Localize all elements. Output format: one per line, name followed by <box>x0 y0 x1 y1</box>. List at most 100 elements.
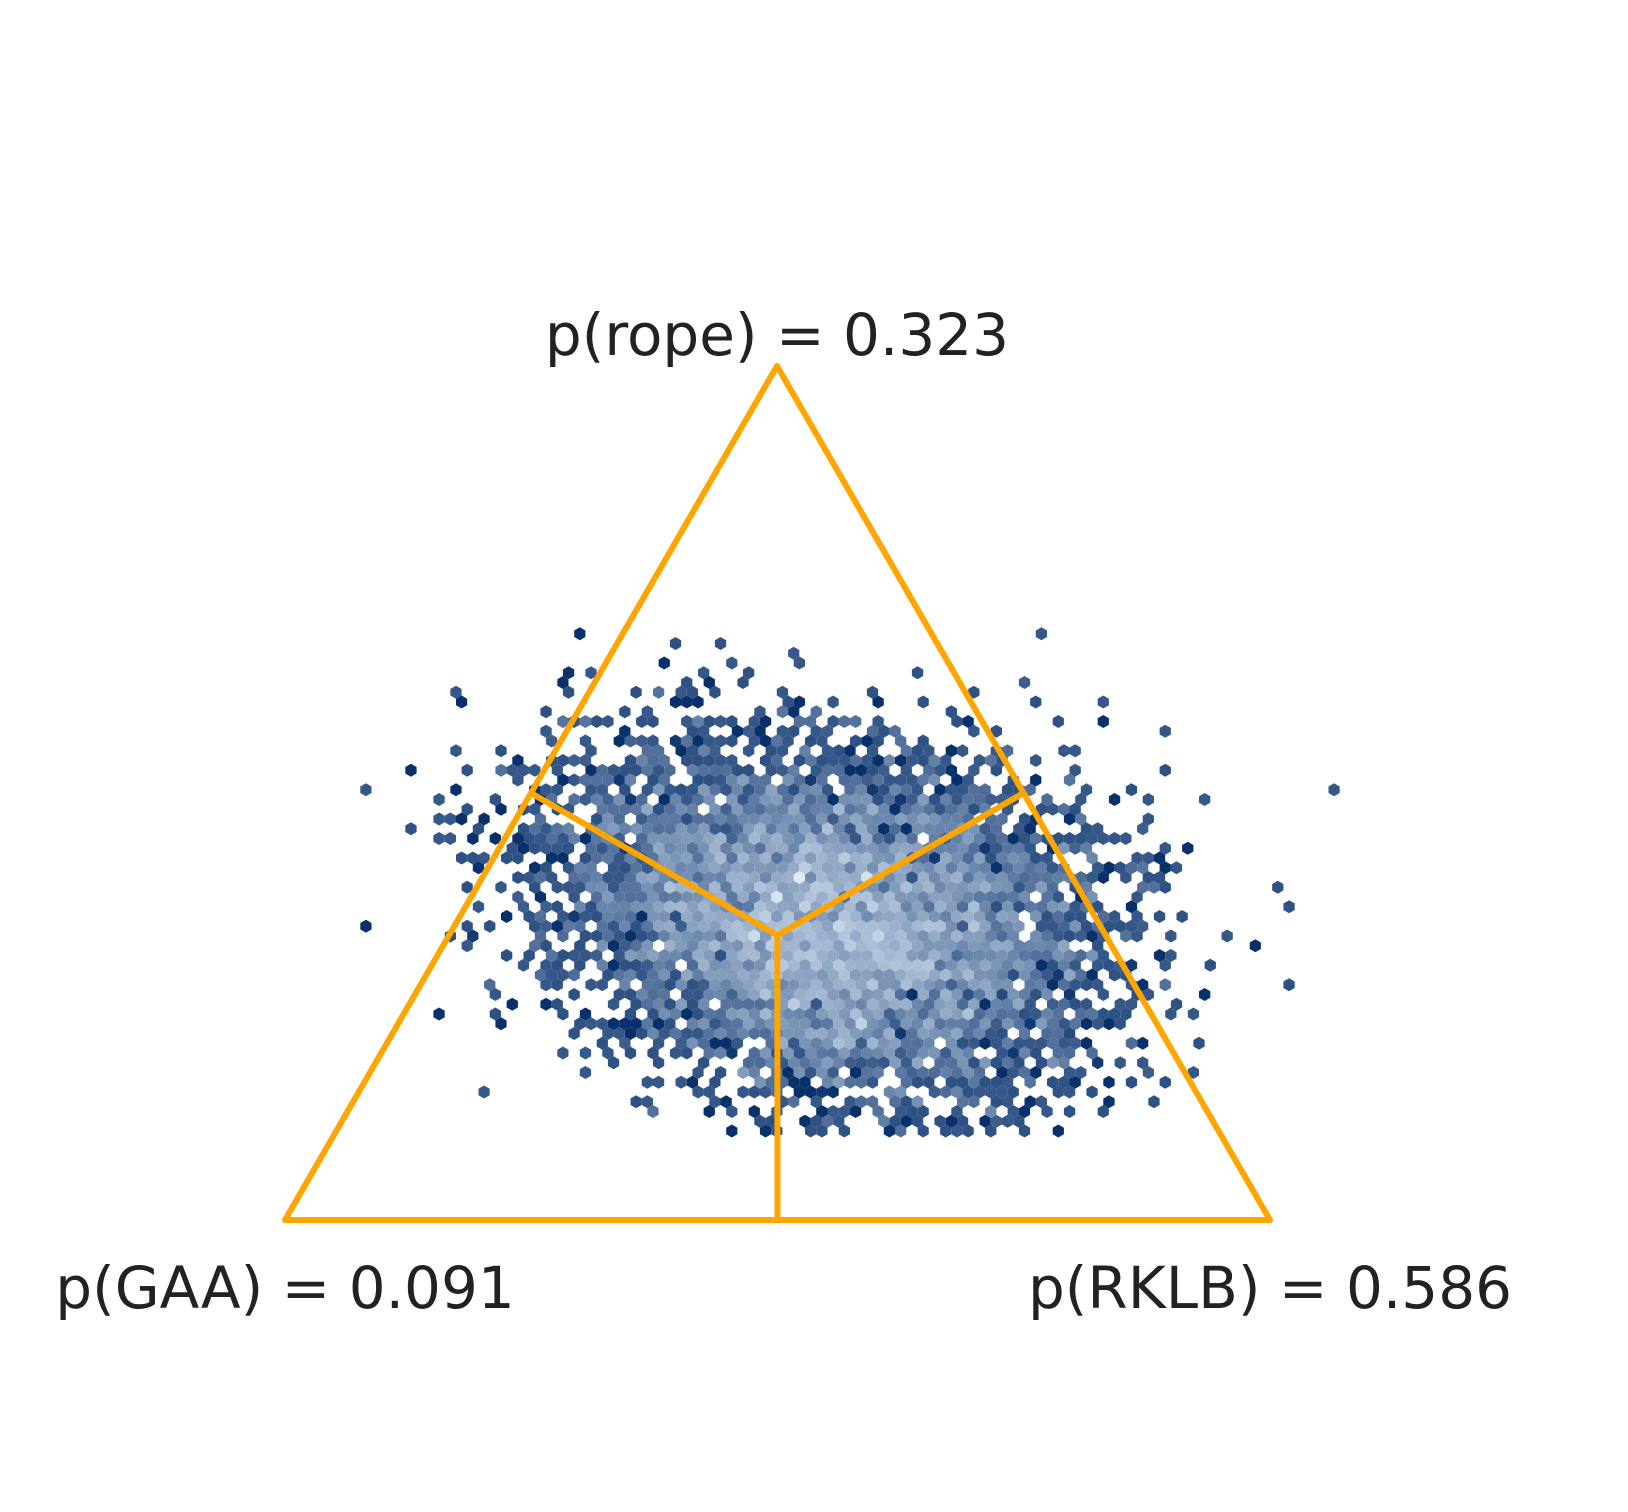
hex-cell <box>467 851 479 865</box>
hex-cell <box>1007 1007 1019 1021</box>
hex-cell <box>827 851 839 865</box>
hex-cell <box>692 949 704 962</box>
hex-cell <box>619 861 631 875</box>
hex-cell <box>1035 919 1047 933</box>
hex-cell <box>540 783 552 797</box>
hex-cell <box>951 910 963 923</box>
hex-cell <box>568 968 580 982</box>
hex-cell <box>990 1114 1002 1128</box>
hex-cell <box>720 822 732 836</box>
hex-cell <box>748 715 760 728</box>
hex-cell <box>1137 822 1149 836</box>
hex-cell <box>602 910 614 923</box>
hex-cell <box>602 812 614 826</box>
hex-cell <box>641 939 653 953</box>
hex-cell <box>850 910 862 923</box>
hex-cell <box>647 871 659 884</box>
hex-cell <box>816 1066 828 1079</box>
hex-cell <box>681 754 693 767</box>
hex-cell <box>940 1046 952 1060</box>
hex-cell <box>551 958 563 972</box>
hex-cell <box>726 871 738 884</box>
hex-cell <box>951 851 963 865</box>
hex-cell <box>1131 929 1143 943</box>
hex-cell <box>968 978 980 992</box>
hex-cell <box>940 812 952 826</box>
hex-cell <box>957 880 969 894</box>
hex-cell <box>979 1017 991 1031</box>
hex-cell <box>810 1036 822 1050</box>
hex-cell <box>923 939 935 953</box>
hex-cell <box>624 988 637 1001</box>
hex-cell <box>833 880 845 894</box>
hex-cell <box>855 1056 867 1070</box>
region-divider <box>529 790 779 938</box>
hex-cell <box>979 841 991 855</box>
hex-cell <box>540 919 552 933</box>
hex-cell <box>782 773 794 787</box>
hex-cell <box>720 919 732 933</box>
hex-cell <box>506 997 518 1011</box>
hex-cell <box>833 919 845 933</box>
left-label: p(GAA) = 0.091 <box>55 1254 515 1322</box>
hex-cell <box>911 1036 924 1050</box>
hex-cell <box>951 1085 963 1099</box>
hex-cell <box>630 919 642 933</box>
hex-cell <box>619 900 631 914</box>
hex-cell <box>900 978 912 992</box>
hex-cell <box>838 812 850 826</box>
hex-cell <box>731 822 743 836</box>
hex-cell <box>1002 978 1014 992</box>
hex-cell <box>1002 783 1014 797</box>
hex-cell <box>889 1017 901 1031</box>
hex-cell <box>748 734 760 748</box>
hex-cell <box>872 1066 884 1079</box>
hex-cell <box>827 949 839 962</box>
hex-cell <box>844 958 856 972</box>
hex-cell <box>810 783 822 797</box>
hex-cell <box>557 929 569 943</box>
hex-cell <box>833 978 845 992</box>
hex-cell <box>838 1027 850 1040</box>
hex-cell <box>878 1017 890 1031</box>
hex-cell <box>776 763 789 777</box>
hex-cell <box>827 929 839 943</box>
hex-cell <box>686 1075 698 1089</box>
hex-cell <box>720 841 732 855</box>
hex-cell <box>816 890 828 904</box>
hex-cell <box>1007 851 1019 865</box>
hex-cell <box>669 812 682 826</box>
hex-cell <box>759 715 772 728</box>
hex-cell <box>878 997 890 1011</box>
hex-cell <box>709 1017 721 1031</box>
hex-cell <box>607 802 620 816</box>
hex-cell <box>793 1066 805 1079</box>
hex-cell <box>1108 793 1121 806</box>
hex-cell <box>979 880 991 894</box>
hex-cell <box>1063 832 1076 845</box>
hex-cell <box>1108 910 1121 923</box>
hex-cell <box>911 666 924 680</box>
hex-cell <box>495 1017 507 1031</box>
hex-cell <box>450 685 462 699</box>
hex-cell <box>782 812 794 826</box>
hex-cell <box>996 832 1008 845</box>
hex-cell <box>985 968 997 982</box>
hex-cell <box>579 715 592 728</box>
hex-cell <box>686 763 698 777</box>
hex-cell <box>613 1027 625 1040</box>
hex-cell <box>613 929 625 943</box>
hex-cell <box>1052 910 1064 923</box>
hex-cell <box>754 841 766 855</box>
hex-cell <box>816 1124 828 1138</box>
hex-cell <box>703 851 715 865</box>
hex-cell <box>1024 939 1036 953</box>
hex-cell <box>512 890 524 904</box>
hex-cell <box>1159 841 1171 855</box>
hex-cell <box>1108 968 1121 982</box>
hex-cell <box>1018 949 1031 962</box>
hex-cell <box>895 1027 907 1040</box>
hex-cell <box>866 802 879 816</box>
hex-cell <box>444 832 456 845</box>
